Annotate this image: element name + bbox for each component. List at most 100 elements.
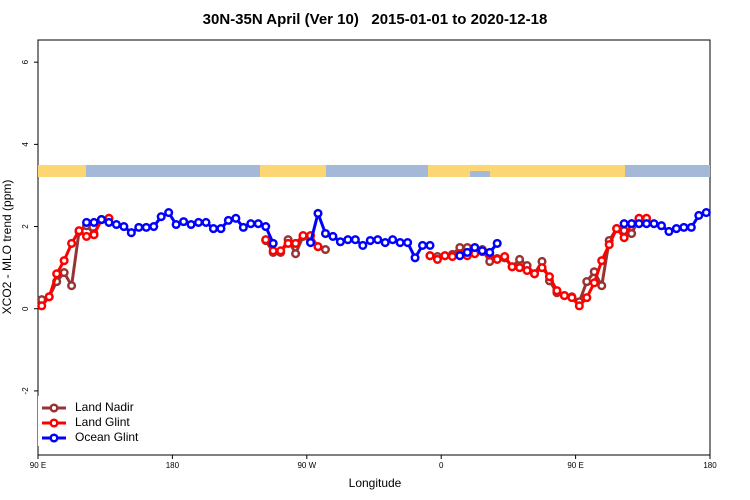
- data-point: [283, 238, 293, 248]
- data-point: [395, 238, 405, 248]
- data-point: [410, 253, 420, 263]
- data-point: [305, 238, 316, 248]
- data-point: [664, 226, 674, 237]
- data-point: [477, 246, 487, 256]
- data-point: [253, 219, 263, 229]
- x-tick-label: 180: [703, 461, 717, 470]
- land-band: [490, 165, 625, 177]
- data-point: [231, 213, 241, 223]
- data-point: [164, 208, 174, 218]
- data-point: [701, 208, 711, 218]
- data-point: [96, 215, 107, 225]
- data-point: [597, 256, 607, 266]
- data-point: [388, 235, 398, 245]
- data-point: [544, 272, 555, 282]
- data-point: [246, 219, 256, 229]
- data-point: [492, 254, 502, 264]
- data-point: [597, 281, 607, 291]
- data-point: [268, 238, 278, 248]
- legend-label: Ocean Glint: [75, 430, 139, 444]
- data-point: [529, 269, 540, 279]
- data-point: [485, 247, 495, 257]
- data-point: [522, 265, 532, 276]
- land-band: [428, 165, 470, 177]
- data-point: [485, 256, 495, 267]
- data-point: [186, 219, 196, 230]
- data-point: [582, 293, 592, 303]
- x-axis-label: Longitude: [349, 476, 402, 490]
- y-tick-label: 4: [21, 142, 30, 147]
- y-tick-label: 0: [21, 306, 30, 311]
- data-point: [261, 235, 271, 245]
- data-point: [216, 224, 226, 234]
- data-point: [238, 222, 248, 232]
- legend-marker: [49, 403, 59, 413]
- data-point: [104, 217, 114, 227]
- data-point: [358, 240, 368, 250]
- data-point: [649, 219, 659, 229]
- data-point: [141, 222, 151, 232]
- legend-marker: [49, 433, 59, 443]
- x-tick-label: 90 W: [297, 461, 316, 470]
- land-band: [470, 165, 490, 171]
- data-point: [694, 210, 704, 221]
- data-point: [492, 238, 502, 248]
- data-point: [81, 231, 92, 241]
- data-point: [515, 254, 525, 264]
- data-point: [276, 246, 286, 256]
- legend-label: Land Nadir: [75, 400, 134, 414]
- chart-title: 30N-35N April (Ver 10) 2015-01-01 to 202…: [203, 11, 548, 28]
- plot-frame: [37, 39, 711, 456]
- data-point: [627, 228, 637, 239]
- data-point: [589, 278, 599, 288]
- data-point: [291, 238, 301, 248]
- data-point: [425, 251, 435, 261]
- data-point: [201, 217, 211, 227]
- data-point: [686, 222, 696, 232]
- x-tick-label: 180: [166, 461, 180, 470]
- data-point: [612, 224, 622, 234]
- data-point: [67, 281, 77, 291]
- data-point: [134, 222, 144, 232]
- data-point: [447, 251, 457, 262]
- data-point: [119, 221, 129, 232]
- data-point: [171, 219, 181, 230]
- data-point: [656, 221, 667, 231]
- data-point: [619, 219, 629, 229]
- x-tick-label: 90 E: [567, 461, 583, 470]
- data-point: [627, 219, 637, 229]
- data-point: [67, 238, 77, 248]
- data-point: [574, 301, 584, 311]
- data-point: [641, 219, 652, 229]
- land-band: [260, 165, 326, 177]
- data-point: [291, 249, 301, 259]
- data-point: [81, 217, 92, 227]
- legend-label: Land Glint: [75, 415, 130, 429]
- y-tick-label: -2: [21, 387, 30, 395]
- data-point: [634, 219, 644, 229]
- data-point: [373, 235, 383, 245]
- data-point: [425, 240, 435, 250]
- data-point: [89, 230, 99, 240]
- data-point: [223, 215, 233, 225]
- legend-marker: [49, 418, 59, 428]
- data-point: [335, 237, 345, 247]
- data-point: [380, 238, 390, 248]
- data-point: [313, 208, 323, 218]
- data-point: [179, 217, 189, 227]
- data-point: [455, 251, 465, 261]
- data-point: [604, 240, 614, 250]
- y-tick-label: 2: [21, 224, 30, 229]
- data-point: [52, 269, 62, 279]
- data-point: [679, 222, 689, 232]
- data-point: [261, 221, 271, 232]
- x-tick-label: 90 E: [30, 461, 46, 470]
- data-point: [462, 247, 472, 257]
- data-point: [470, 242, 480, 253]
- data-point: [298, 231, 308, 241]
- data-point: [89, 217, 99, 227]
- data-point: [507, 262, 517, 272]
- data-point: [343, 235, 353, 245]
- y-axis-label: XCO2 - MLO trend (ppm): [0, 180, 14, 315]
